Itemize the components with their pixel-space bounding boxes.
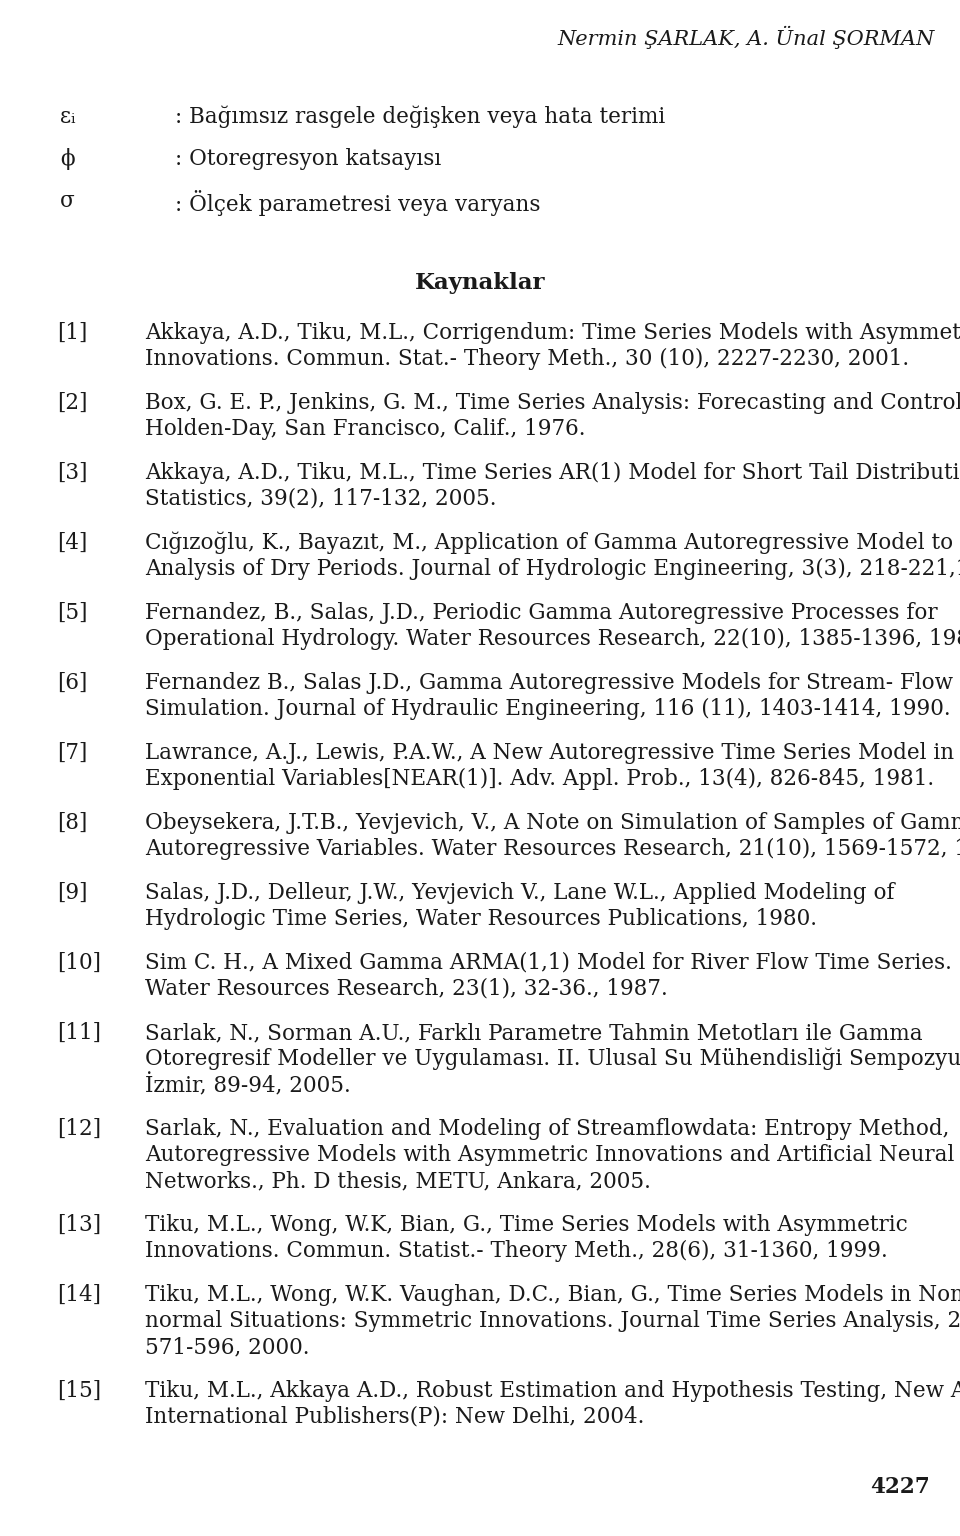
Text: 4227: 4227 xyxy=(871,1476,930,1498)
Text: Sim C. H., A Mixed Gamma ARMA(1,1) Model for River Flow Time Series.: Sim C. H., A Mixed Gamma ARMA(1,1) Model… xyxy=(145,952,952,974)
Text: International Publishers(P): New Delhi, 2004.: International Publishers(P): New Delhi, … xyxy=(145,1405,644,1428)
Text: [5]: [5] xyxy=(57,602,87,624)
Text: [6]: [6] xyxy=(57,673,87,694)
Text: Tiku, M.L., Wong, W.K, Bian, G., Time Series Models with Asymmetric: Tiku, M.L., Wong, W.K, Bian, G., Time Se… xyxy=(145,1213,908,1236)
Text: Akkaya, A.D., Tiku, M.L., Corrigendum: Time Series Models with Asymmetric: Akkaya, A.D., Tiku, M.L., Corrigendum: T… xyxy=(145,323,960,344)
Text: Innovations. Commun. Statist.- Theory Meth., 28(6), 31-1360, 1999.: Innovations. Commun. Statist.- Theory Me… xyxy=(145,1240,888,1263)
Text: [15]: [15] xyxy=(57,1379,101,1402)
Text: Water Resources Research, 23(1), 32-36., 1987.: Water Resources Research, 23(1), 32-36.,… xyxy=(145,978,668,1000)
Text: Kaynaklar: Kaynaklar xyxy=(415,272,545,293)
Text: [7]: [7] xyxy=(57,742,87,763)
Text: Otoregresif Modeller ve Uygulaması. II. Ulusal Su Mühendisliği Sempozyumu,: Otoregresif Modeller ve Uygulaması. II. … xyxy=(145,1048,960,1071)
Text: [14]: [14] xyxy=(57,1284,101,1306)
Text: [3]: [3] xyxy=(57,462,87,484)
Text: [8]: [8] xyxy=(57,813,87,834)
Text: 571-596, 2000.: 571-596, 2000. xyxy=(145,1336,309,1358)
Text: Exponential Variables[NEAR(1)]. Adv. Appl. Prob., 13(4), 826-845, 1981.: Exponential Variables[NEAR(1)]. Adv. App… xyxy=(145,768,934,790)
Text: [4]: [4] xyxy=(57,531,87,554)
Text: Sarlak, N., Sorman A.U., Farklı Parametre Tahmin Metotları ile Gamma: Sarlak, N., Sorman A.U., Farklı Parametr… xyxy=(145,1021,923,1044)
Text: : Bağımsız rasgele değişken veya hata terimi: : Bağımsız rasgele değişken veya hata te… xyxy=(175,106,665,129)
Text: : Ölçek parametresi veya varyans: : Ölçek parametresi veya varyans xyxy=(175,190,540,217)
Text: Analysis of Dry Periods. Journal of Hydrologic Engineering, 3(3), 218-221,1998.: Analysis of Dry Periods. Journal of Hydr… xyxy=(145,558,960,581)
Text: Autoregressive Variables. Water Resources Research, 21(10), 1569-1572, 1985.: Autoregressive Variables. Water Resource… xyxy=(145,839,960,860)
Text: Hydrologic Time Series, Water Resources Publications, 1980.: Hydrologic Time Series, Water Resources … xyxy=(145,908,817,929)
Text: Akkaya, A.D., Tiku, M.L., Time Series AR(1) Model for Short Tail Distribution.: Akkaya, A.D., Tiku, M.L., Time Series AR… xyxy=(145,462,960,484)
Text: Statistics, 39(2), 117-132, 2005.: Statistics, 39(2), 117-132, 2005. xyxy=(145,488,496,510)
Text: Holden-Day, San Francisco, Calif., 1976.: Holden-Day, San Francisco, Calif., 1976. xyxy=(145,418,586,439)
Text: [1]: [1] xyxy=(57,323,87,344)
Text: σ: σ xyxy=(60,190,75,212)
Text: Fernandez, B., Salas, J.D., Periodic Gamma Autoregressive Processes for: Fernandez, B., Salas, J.D., Periodic Gam… xyxy=(145,602,938,624)
Text: Simulation. Journal of Hydraulic Engineering, 116 (11), 1403-1414, 1990.: Simulation. Journal of Hydraulic Enginee… xyxy=(145,697,950,720)
Text: [2]: [2] xyxy=(57,392,87,415)
Text: [11]: [11] xyxy=(57,1021,101,1044)
Text: : Otoregresyon katsayısı: : Otoregresyon katsayısı xyxy=(175,147,442,170)
Text: Autoregressive Models with Asymmetric Innovations and Artificial Neural: Autoregressive Models with Asymmetric In… xyxy=(145,1144,954,1166)
Text: Operational Hydrology. Water Resources Research, 22(10), 1385-1396, 1986.: Operational Hydrology. Water Resources R… xyxy=(145,628,960,650)
Text: Tiku, M.L., Wong, W.K. Vaughan, D.C., Bian, G., Time Series Models in Non-: Tiku, M.L., Wong, W.K. Vaughan, D.C., Bi… xyxy=(145,1284,960,1306)
Text: Box, G. E. P., Jenkins, G. M., Time Series Analysis: Forecasting and Control,: Box, G. E. P., Jenkins, G. M., Time Seri… xyxy=(145,392,960,415)
Text: ϕ: ϕ xyxy=(60,147,75,170)
Text: [12]: [12] xyxy=(57,1118,101,1140)
Text: Fernandez B., Salas J.D., Gamma Autoregressive Models for Stream- Flow: Fernandez B., Salas J.D., Gamma Autoregr… xyxy=(145,673,953,694)
Text: Nermin ŞARLAK, A. Ünal ŞORMAN: Nermin ŞARLAK, A. Ünal ŞORMAN xyxy=(558,26,935,49)
Text: Tiku, M.L., Akkaya A.D., Robust Estimation and Hypothesis Testing, New Age: Tiku, M.L., Akkaya A.D., Robust Estimati… xyxy=(145,1379,960,1402)
Text: [9]: [9] xyxy=(57,882,87,905)
Text: Cığızoğlu, K., Bayazıt, M., Application of Gamma Autoregressive Model to: Cığızoğlu, K., Bayazıt, M., Application … xyxy=(145,531,953,554)
Text: normal Situations: Symmetric Innovations. Journal Time Series Analysis, 21(5),: normal Situations: Symmetric Innovations… xyxy=(145,1310,960,1332)
Text: εᵢ: εᵢ xyxy=(60,106,76,127)
Text: Obeysekera, J.T.B., Yevjevich, V., A Note on Simulation of Samples of Gamma–: Obeysekera, J.T.B., Yevjevich, V., A Not… xyxy=(145,813,960,834)
Text: Lawrance, A.J., Lewis, P.A.W., A New Autoregressive Time Series Model in: Lawrance, A.J., Lewis, P.A.W., A New Aut… xyxy=(145,742,954,763)
Text: Sarlak, N., Evaluation and Modeling of Streamflowdata: Entropy Method,: Sarlak, N., Evaluation and Modeling of S… xyxy=(145,1118,949,1140)
Text: [13]: [13] xyxy=(57,1213,101,1236)
Text: [10]: [10] xyxy=(57,952,101,974)
Text: İzmir, 89-94, 2005.: İzmir, 89-94, 2005. xyxy=(145,1074,350,1097)
Text: Networks., Ph. D thesis, METU, Ankara, 2005.: Networks., Ph. D thesis, METU, Ankara, 2… xyxy=(145,1170,651,1192)
Text: Salas, J.D., Delleur, J.W., Yevjevich V., Lane W.L., Applied Modeling of: Salas, J.D., Delleur, J.W., Yevjevich V.… xyxy=(145,882,895,905)
Text: Innovations. Commun. Stat.- Theory Meth., 30 (10), 2227-2230, 2001.: Innovations. Commun. Stat.- Theory Meth.… xyxy=(145,349,909,370)
